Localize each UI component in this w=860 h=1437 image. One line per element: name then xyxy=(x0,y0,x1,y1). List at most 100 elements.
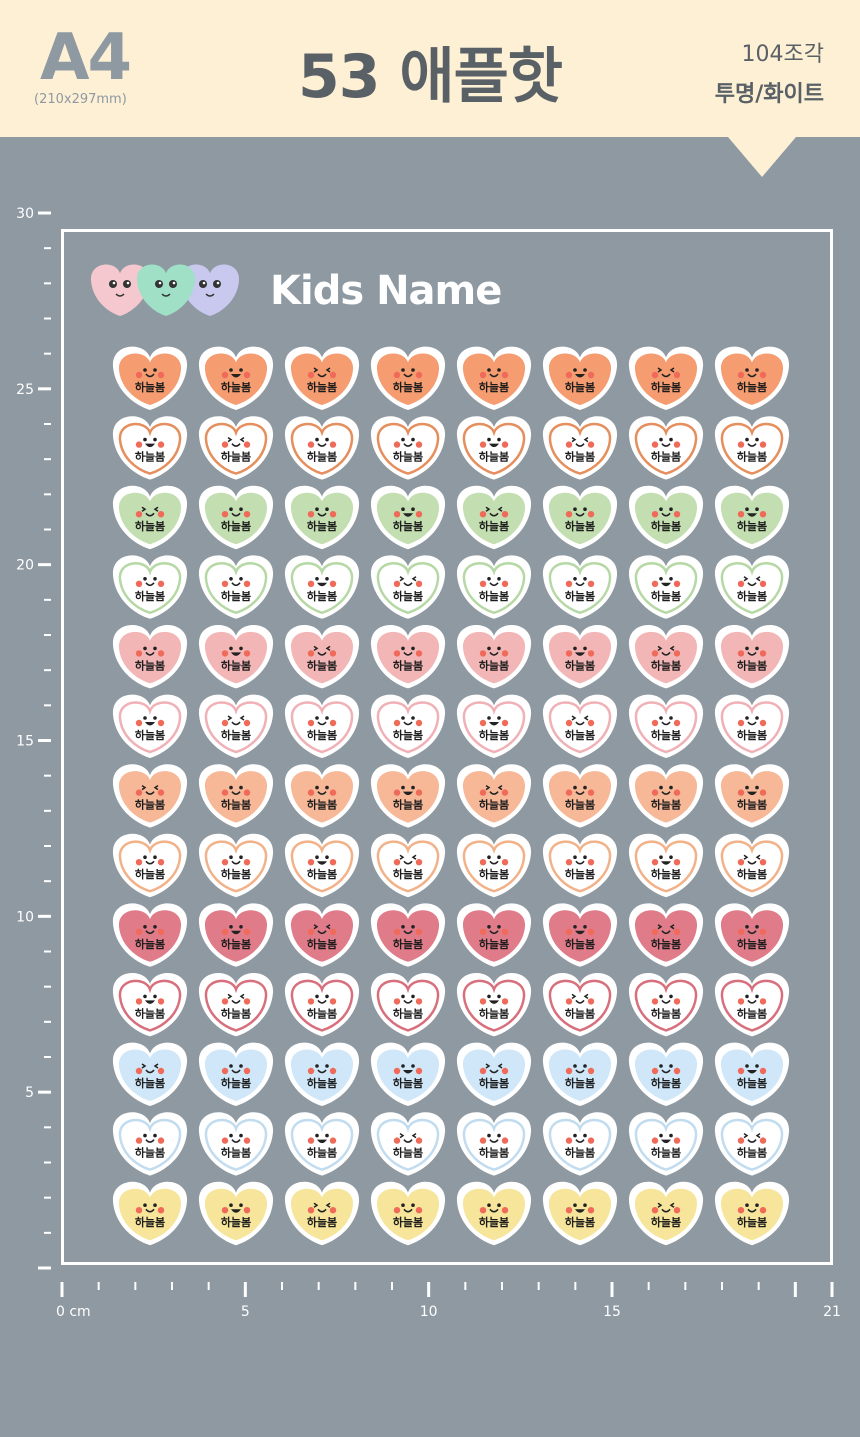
sticker-name: 하늘봄 xyxy=(135,937,165,951)
sticker: 하늘봄 xyxy=(112,833,188,898)
sticker-name: 하늘봄 xyxy=(393,1146,423,1160)
cheek xyxy=(565,511,573,518)
cheek xyxy=(759,1207,767,1214)
sticker: 하늘봄 xyxy=(370,1181,446,1246)
sticker-name: 하늘봄 xyxy=(565,937,595,951)
sticker-name: 하늘봄 xyxy=(135,798,165,812)
sticker-name: 하늘봄 xyxy=(737,519,767,533)
sticker: 하늘봄 xyxy=(628,1042,704,1106)
sticker-name: 하늘봄 xyxy=(737,1146,767,1160)
cheek xyxy=(737,580,745,587)
sticker: 하늘봄 xyxy=(714,1042,790,1106)
cheek xyxy=(759,580,767,587)
cheek xyxy=(565,650,573,657)
cheek xyxy=(415,719,423,727)
sticker-name: 하늘봄 xyxy=(393,798,423,812)
sticker: 하늘봄 xyxy=(112,416,188,480)
sticker-name: 하늘봄 xyxy=(307,519,337,533)
cheek xyxy=(135,1137,143,1144)
sticker: 하늘봄 xyxy=(284,903,360,967)
cheek xyxy=(673,859,681,866)
cheek xyxy=(479,371,487,379)
cheek xyxy=(501,719,509,727)
sticker: 하늘봄 xyxy=(370,973,446,1037)
cheek xyxy=(157,441,165,448)
sticker-name: 하늘봄 xyxy=(737,589,767,603)
cheek xyxy=(329,441,337,448)
sticker-name: 하늘봄 xyxy=(651,589,681,603)
sticker-name: 하늘봄 xyxy=(565,1146,595,1160)
cheek xyxy=(737,859,745,866)
cheek xyxy=(587,441,595,448)
sticker: 하늘봄 xyxy=(198,555,274,619)
cheek xyxy=(243,1067,251,1075)
sticker-name: 하늘봄 xyxy=(393,1215,423,1229)
sticker: 하늘봄 xyxy=(370,416,446,480)
cheek xyxy=(221,1207,229,1214)
cheek xyxy=(243,1137,251,1144)
sticker-name: 하늘봄 xyxy=(479,1076,509,1090)
sticker: 하늘봄 xyxy=(112,694,188,758)
sticker: 하늘봄 xyxy=(370,485,446,550)
cheek xyxy=(673,371,681,379)
sticker-name: 하늘봄 xyxy=(479,798,509,812)
ruler-label-horizontal: 15 xyxy=(603,1304,621,1320)
cheek xyxy=(651,511,659,518)
cheek xyxy=(673,998,681,1005)
cheek xyxy=(673,580,681,587)
cheek xyxy=(415,859,423,866)
sticker-name: 하늘봄 xyxy=(565,589,595,603)
sticker: 하늘봄 xyxy=(112,764,188,828)
sticker-name: 하늘봄 xyxy=(651,728,681,742)
cheek xyxy=(221,511,229,518)
sticker-name: 하늘봄 xyxy=(135,867,165,881)
sticker-name: 하늘봄 xyxy=(135,380,165,394)
sticker: 하늘봄 xyxy=(456,346,532,410)
cheek xyxy=(243,719,251,727)
sticker-name: 하늘봄 xyxy=(479,589,509,603)
cheek xyxy=(157,580,165,587)
sticker-name: 하늘봄 xyxy=(393,1006,423,1020)
cheek xyxy=(737,511,745,518)
cheek xyxy=(479,789,487,796)
cheek xyxy=(221,441,229,448)
sticker-name: 하늘봄 xyxy=(221,798,251,812)
sticker-name: 하늘봄 xyxy=(651,519,681,533)
cheek xyxy=(587,1137,595,1144)
sticker: 하늘봄 xyxy=(542,1181,618,1246)
piece-count: 104조각 xyxy=(741,42,824,67)
sticker: 하늘봄 xyxy=(714,1112,790,1176)
cheek xyxy=(393,580,401,587)
sticker: 하늘봄 xyxy=(198,485,274,550)
cheek xyxy=(479,998,487,1005)
cheek xyxy=(479,580,487,587)
cheek xyxy=(565,1207,573,1214)
cheek xyxy=(673,650,681,657)
sticker: 하늘봄 xyxy=(198,625,274,689)
sticker-name: 하늘봄 xyxy=(135,728,165,742)
cheek xyxy=(501,928,509,935)
sticker-name: 하늘봄 xyxy=(565,519,595,533)
cheek xyxy=(329,998,337,1005)
cheek xyxy=(501,859,509,866)
cheek xyxy=(415,998,423,1005)
cheek xyxy=(759,719,767,727)
sticker: 하늘봄 xyxy=(542,1112,618,1176)
cheek xyxy=(135,789,143,796)
cheek xyxy=(157,511,165,518)
cheek xyxy=(135,998,143,1005)
cheek xyxy=(651,650,659,657)
cheek xyxy=(393,371,401,379)
sticker-name: 하늘봄 xyxy=(737,798,767,812)
cheek xyxy=(759,511,767,518)
cheek xyxy=(415,1207,423,1214)
cheek xyxy=(157,650,165,657)
cheek xyxy=(221,371,229,379)
cheek xyxy=(565,580,573,587)
sticker: 하늘봄 xyxy=(284,973,360,1037)
cheek xyxy=(157,928,165,935)
cheek xyxy=(673,928,681,935)
cheek xyxy=(479,511,487,518)
sticker-name: 하늘봄 xyxy=(737,1006,767,1020)
cheek xyxy=(157,859,165,866)
